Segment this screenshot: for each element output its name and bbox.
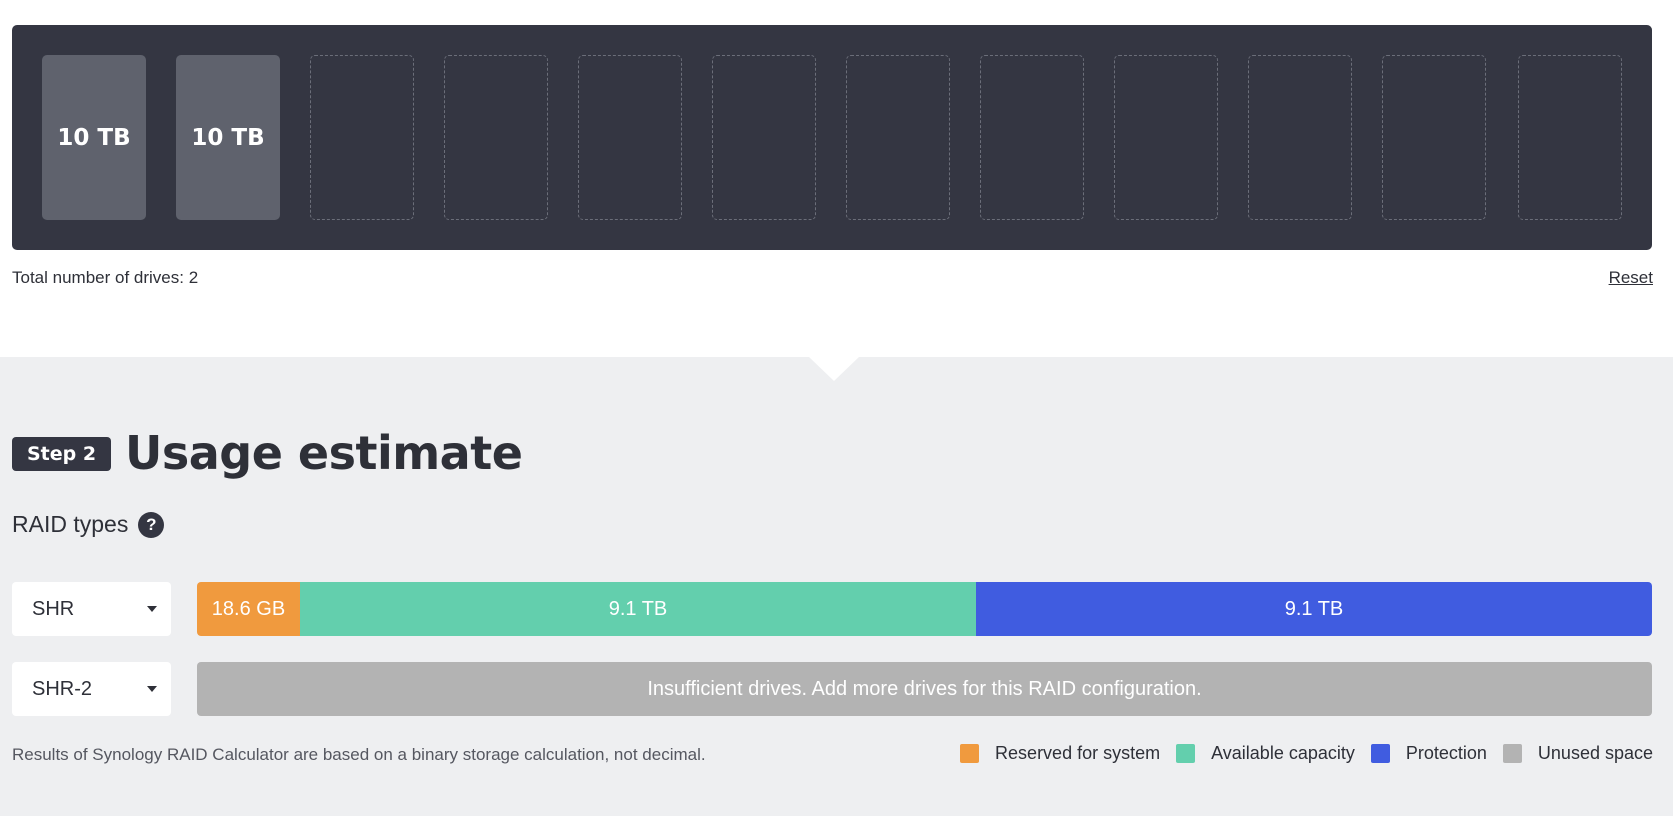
calculation-footnote: Results of Synology RAID Calculator are … <box>12 745 706 764</box>
raid-type-value: SHR <box>32 597 75 620</box>
reset-link[interactable]: Reset <box>1608 268 1653 287</box>
legend: Reserved for system Available capacity P… <box>944 743 1653 764</box>
legend-label: Unused space <box>1537 743 1653 763</box>
legend-label: Protection <box>1405 743 1487 763</box>
drive-slot-8[interactable] <box>980 55 1084 220</box>
raid-usage-bar-1: 18.6 GB 9.1 TB 9.1 TB <box>197 582 1652 636</box>
raid-types-text: RAID types <box>12 511 129 537</box>
raid-type-select-1[interactable]: SHR <box>12 582 171 636</box>
drive-size: 10 TB <box>191 124 265 151</box>
drive-slot-7[interactable] <box>846 55 950 220</box>
reserved-segment: 18.6 GB <box>197 582 300 636</box>
raid-type-value: SHR-2 <box>32 677 93 700</box>
legend-label: Reserved for system <box>995 743 1161 763</box>
legend-swatch <box>1370 744 1390 763</box>
drive-slot-5[interactable] <box>578 55 682 220</box>
drive-slot-10[interactable] <box>1248 55 1352 220</box>
total-drives-text: Total number of drives: 2 <box>12 268 199 287</box>
drive-slot-9[interactable] <box>1114 55 1218 220</box>
legend-swatch <box>960 744 980 763</box>
step-badge: Step 2 <box>12 437 112 471</box>
drive-slot-4[interactable] <box>444 55 548 220</box>
drive-slot-12[interactable] <box>1518 55 1622 220</box>
raid-usage-bar-2: Insufficient drives. Add more drives for… <box>197 662 1652 716</box>
drive-slot-2[interactable]: 10 TB <box>176 55 280 220</box>
drive-slot-1[interactable]: 10 TB <box>42 55 146 220</box>
protection-segment: 9.1 TB <box>976 582 1652 636</box>
legend-swatch <box>1502 744 1522 763</box>
help-icon[interactable]: ? <box>138 511 165 538</box>
legend-item-available: Available capacity <box>1176 743 1355 764</box>
legend-label: Available capacity <box>1211 743 1355 763</box>
raid-types-label: RAID types ? <box>12 511 165 538</box>
drive-slot-6[interactable] <box>712 55 816 220</box>
chevron-down-icon <box>147 686 157 692</box>
drive-bay: 10 TB 10 TB <box>12 25 1652 250</box>
insufficient-drives-message: Insufficient drives. Add more drives for… <box>647 677 1202 700</box>
legend-swatch <box>1176 744 1196 763</box>
legend-item-reserved: Reserved for system <box>960 743 1160 764</box>
page-title: Usage estimate <box>125 426 523 480</box>
chevron-down-icon <box>147 606 157 612</box>
section-pointer <box>809 357 859 381</box>
legend-item-unused: Unused space <box>1502 743 1653 764</box>
drive-slot-11[interactable] <box>1382 55 1486 220</box>
raid-type-select-2[interactable]: SHR-2 <box>12 662 171 716</box>
drive-slot-3[interactable] <box>310 55 414 220</box>
drive-size: 10 TB <box>57 124 131 151</box>
available-segment: 9.1 TB <box>300 582 976 636</box>
legend-item-protection: Protection <box>1370 743 1487 764</box>
